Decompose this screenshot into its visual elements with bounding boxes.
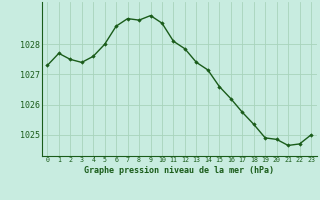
X-axis label: Graphe pression niveau de la mer (hPa): Graphe pression niveau de la mer (hPa) bbox=[84, 166, 274, 175]
